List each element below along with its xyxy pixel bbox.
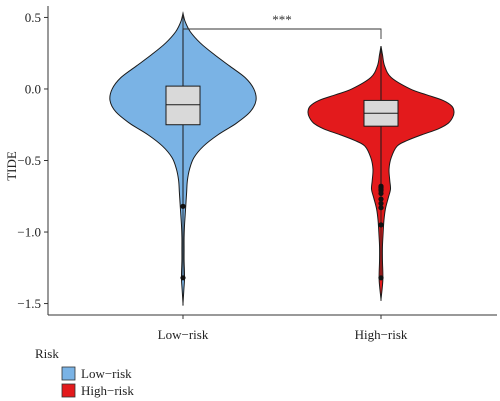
- outlier-1-5: [378, 196, 384, 202]
- y-tick-label-0: 0.5: [25, 10, 41, 25]
- outlier-1-6: [378, 200, 384, 207]
- legend-label-low-risk: Low−risk: [81, 366, 132, 381]
- plot-area: 0.5 0.0 −0.5 −1.0 −1.5 Low−risk High−risk ***: [17, 6, 497, 342]
- outlier-1-8: [378, 222, 384, 228]
- outlier-0-1: [180, 275, 186, 281]
- x-tick-label-0: Low−risk: [158, 327, 209, 342]
- y-tick-label-4: −1.5: [17, 296, 41, 311]
- significance-bracket: [182, 13, 382, 39]
- outlier-1-7: [378, 205, 384, 211]
- legend-swatch-low-risk: [61, 366, 76, 381]
- x-tick-label-1: High−risk: [355, 327, 408, 342]
- legend-label-high-risk: High−risk: [81, 383, 134, 398]
- outlier-0-0: [180, 203, 186, 209]
- box-0: [165, 85, 201, 126]
- y-tick-label-3: −1.0: [17, 225, 41, 240]
- y-axis-title: TIDE: [4, 151, 19, 181]
- y-tick-label-2: −0.5: [17, 153, 41, 168]
- significance-label: ***: [272, 12, 292, 27]
- legend-swatch-high-risk: [61, 383, 76, 398]
- outlier-1-4: [378, 190, 384, 197]
- outlier-1-9: [378, 275, 384, 281]
- y-tick-label-1: 0.0: [25, 81, 41, 96]
- legend-title: Risk: [35, 346, 59, 361]
- legend: Risk Low−risk High−risk: [35, 346, 134, 398]
